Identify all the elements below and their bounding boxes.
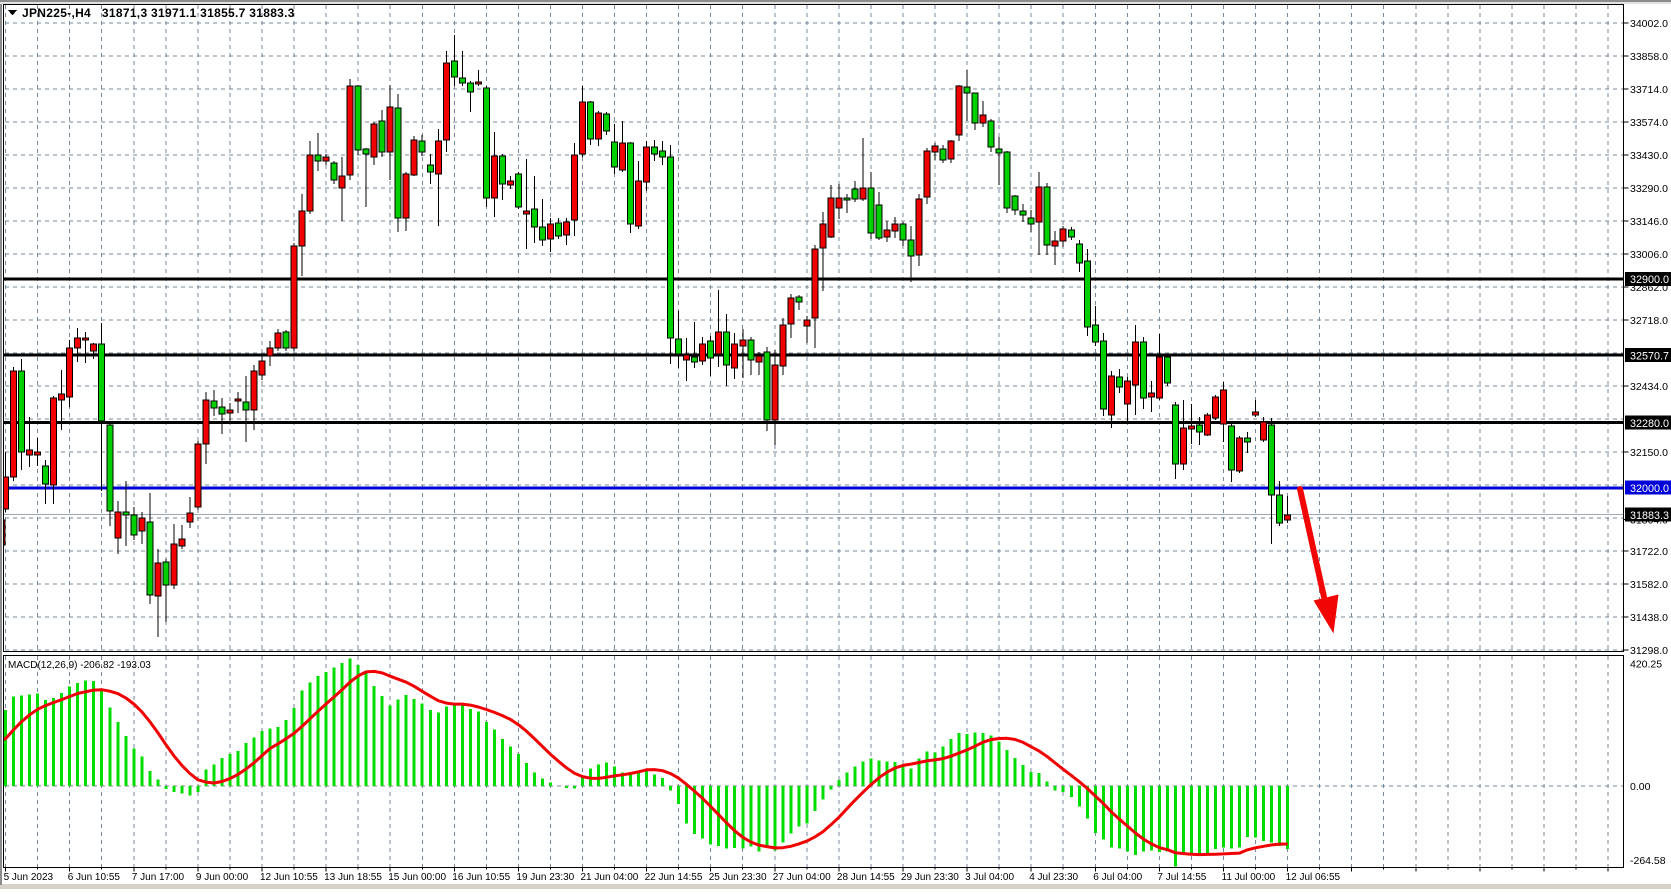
svg-text:32280.0: 32280.0 (1630, 418, 1669, 430)
svg-text:31722.0: 31722.0 (1630, 546, 1668, 558)
svg-text:33714.0: 33714.0 (1630, 84, 1668, 96)
svg-text:15 Jun 00:00: 15 Jun 00:00 (388, 872, 446, 883)
svg-text:9 Jun 00:00: 9 Jun 00:00 (196, 872, 249, 883)
svg-text:32570.7: 32570.7 (1630, 350, 1669, 362)
svg-text:5 Jun 2023: 5 Jun 2023 (4, 872, 54, 883)
svg-text:33290.0: 33290.0 (1630, 183, 1668, 195)
svg-text:16 Jun 10:55: 16 Jun 10:55 (452, 872, 510, 883)
svg-text:7 Jun 17:00: 7 Jun 17:00 (132, 872, 185, 883)
svg-text:19 Jun 23:30: 19 Jun 23:30 (516, 872, 574, 883)
svg-text:31438.0: 31438.0 (1630, 612, 1668, 624)
svg-text:33858.0: 33858.0 (1630, 51, 1668, 63)
svg-text:MACD(12,26,9) -206.82 -193.03: MACD(12,26,9) -206.82 -193.03 (8, 660, 151, 671)
svg-text:3 Jul 04:00: 3 Jul 04:00 (965, 872, 1014, 883)
svg-text:0.00: 0.00 (1630, 781, 1651, 793)
svg-text:-264.58: -264.58 (1630, 855, 1666, 867)
svg-text:33430.0: 33430.0 (1630, 150, 1668, 162)
svg-text:33146.0: 33146.0 (1630, 216, 1668, 228)
svg-text:28 Jun 14:55: 28 Jun 14:55 (837, 872, 895, 883)
svg-text:33574.0: 33574.0 (1630, 117, 1668, 129)
svg-text:33006.0: 33006.0 (1630, 249, 1668, 261)
svg-text:13 Jun 18:55: 13 Jun 18:55 (324, 872, 382, 883)
svg-text:4 Jul 23:30: 4 Jul 23:30 (1029, 872, 1078, 883)
svg-text:32434.0: 32434.0 (1630, 381, 1668, 393)
svg-text:27 Jun 04:00: 27 Jun 04:00 (773, 872, 831, 883)
svg-text:31883.3: 31883.3 (1630, 510, 1669, 522)
svg-text:6 Jul 04:00: 6 Jul 04:00 (1093, 872, 1142, 883)
svg-text:420.25: 420.25 (1630, 658, 1662, 670)
svg-text:32000.0: 32000.0 (1630, 483, 1669, 495)
svg-text:29 Jun 23:30: 29 Jun 23:30 (901, 872, 959, 883)
svg-text:31298.0: 31298.0 (1630, 645, 1668, 657)
svg-text:21 Jun 04:00: 21 Jun 04:00 (581, 872, 639, 883)
svg-text:12 Jul 06:55: 12 Jul 06:55 (1286, 872, 1341, 883)
svg-text:32718.0: 32718.0 (1630, 315, 1668, 327)
svg-text:JPN225-,H4 31871,3 31971.1 3: JPN225-,H4 31871,3 31971.1 31855.7 31883… (22, 6, 295, 20)
svg-text:25 Jun 23:30: 25 Jun 23:30 (709, 872, 767, 883)
svg-text:22 Jun 14:55: 22 Jun 14:55 (645, 872, 703, 883)
svg-text:12 Jun 10:55: 12 Jun 10:55 (260, 872, 318, 883)
svg-text:7 Jul 14:55: 7 Jul 14:55 (1157, 872, 1206, 883)
svg-text:11 Jul 00:00: 11 Jul 00:00 (1222, 872, 1276, 883)
svg-text:32150.0: 32150.0 (1630, 447, 1668, 459)
svg-text:34002.0: 34002.0 (1630, 18, 1668, 30)
svg-text:32900.0: 32900.0 (1630, 274, 1669, 286)
svg-text:6 Jun 10:55: 6 Jun 10:55 (68, 872, 121, 883)
svg-text:31582.0: 31582.0 (1630, 579, 1668, 591)
